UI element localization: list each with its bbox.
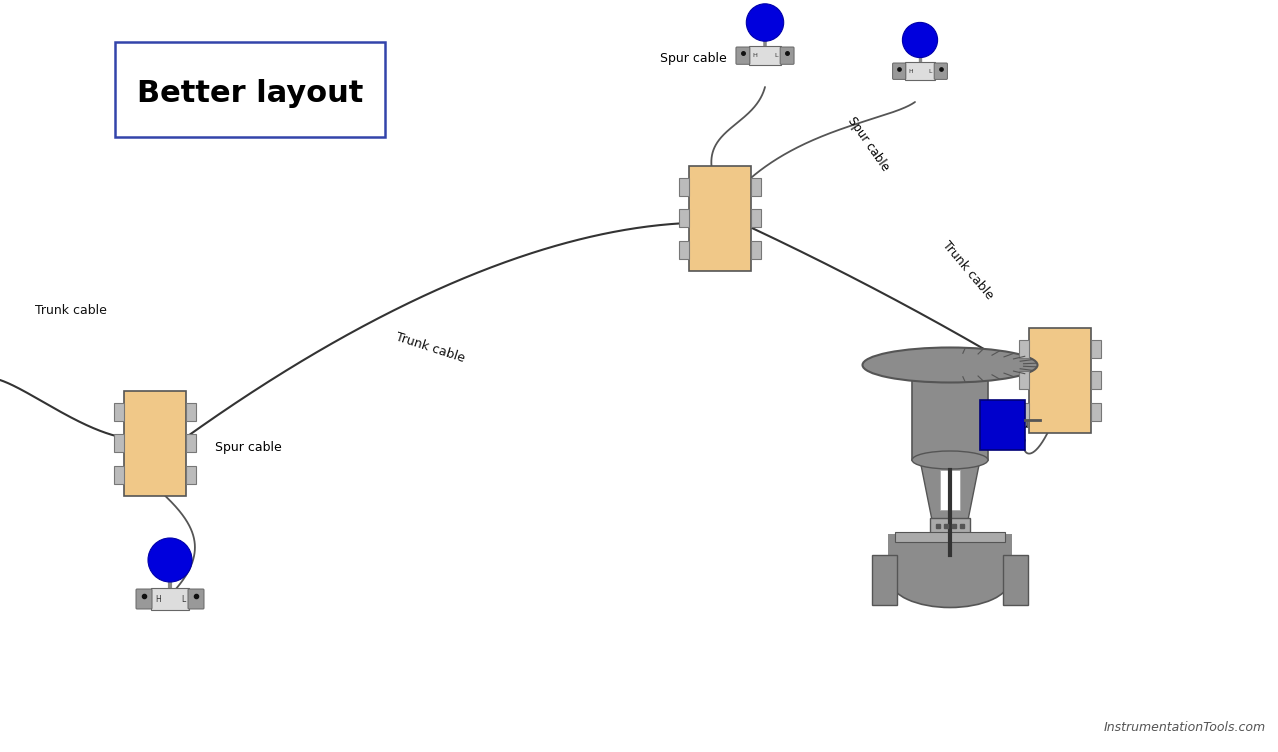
FancyBboxPatch shape [1019, 371, 1029, 389]
Text: Trunk cable: Trunk cable [394, 330, 466, 365]
FancyBboxPatch shape [941, 470, 960, 510]
Text: Trunk cable: Trunk cable [941, 238, 996, 302]
FancyBboxPatch shape [749, 47, 781, 65]
Text: H: H [907, 68, 912, 74]
FancyBboxPatch shape [1019, 402, 1029, 420]
FancyBboxPatch shape [115, 42, 385, 137]
Text: Better layout: Better layout [137, 80, 363, 108]
Polygon shape [920, 460, 980, 520]
FancyBboxPatch shape [751, 241, 760, 259]
Text: L: L [774, 53, 778, 58]
FancyBboxPatch shape [689, 165, 751, 271]
FancyBboxPatch shape [1003, 555, 1028, 605]
FancyBboxPatch shape [124, 390, 187, 496]
Text: Spur cable: Spur cable [215, 441, 281, 454]
Text: Spur cable: Spur cable [1005, 418, 1072, 431]
FancyBboxPatch shape [980, 400, 1025, 450]
FancyBboxPatch shape [1091, 371, 1102, 389]
FancyBboxPatch shape [888, 534, 1012, 580]
FancyBboxPatch shape [1029, 328, 1091, 432]
Ellipse shape [889, 553, 1010, 608]
Ellipse shape [863, 347, 1038, 383]
Text: H: H [753, 53, 757, 58]
FancyBboxPatch shape [187, 434, 196, 452]
FancyBboxPatch shape [1091, 339, 1102, 357]
FancyBboxPatch shape [751, 177, 760, 196]
FancyBboxPatch shape [934, 63, 947, 80]
FancyBboxPatch shape [912, 370, 988, 460]
FancyBboxPatch shape [187, 402, 196, 420]
FancyBboxPatch shape [114, 465, 124, 484]
FancyBboxPatch shape [188, 589, 204, 609]
FancyBboxPatch shape [1091, 402, 1102, 420]
FancyBboxPatch shape [895, 532, 1005, 542]
FancyBboxPatch shape [930, 518, 970, 534]
Ellipse shape [746, 4, 783, 41]
Text: L: L [180, 595, 185, 604]
FancyBboxPatch shape [151, 588, 189, 610]
FancyBboxPatch shape [114, 434, 124, 452]
FancyBboxPatch shape [679, 209, 689, 227]
FancyBboxPatch shape [1019, 339, 1029, 357]
FancyBboxPatch shape [679, 177, 689, 196]
Text: InstrumentationTools.com: InstrumentationTools.com [1104, 721, 1266, 734]
Text: L: L [929, 68, 932, 74]
Text: Trunk cable: Trunk cable [35, 304, 107, 317]
FancyBboxPatch shape [187, 465, 196, 484]
Text: Spur cable: Spur cable [659, 52, 727, 65]
FancyBboxPatch shape [751, 209, 760, 227]
FancyBboxPatch shape [905, 62, 935, 80]
FancyBboxPatch shape [780, 47, 794, 65]
Text: H: H [155, 595, 161, 604]
FancyBboxPatch shape [135, 589, 152, 609]
Ellipse shape [912, 451, 988, 469]
FancyBboxPatch shape [892, 63, 906, 80]
FancyBboxPatch shape [736, 47, 750, 65]
Text: Spur cable: Spur cable [845, 115, 892, 174]
Polygon shape [895, 534, 1005, 570]
FancyBboxPatch shape [114, 402, 124, 420]
Ellipse shape [148, 538, 192, 582]
FancyBboxPatch shape [679, 241, 689, 259]
Ellipse shape [902, 23, 938, 58]
FancyBboxPatch shape [872, 555, 897, 605]
